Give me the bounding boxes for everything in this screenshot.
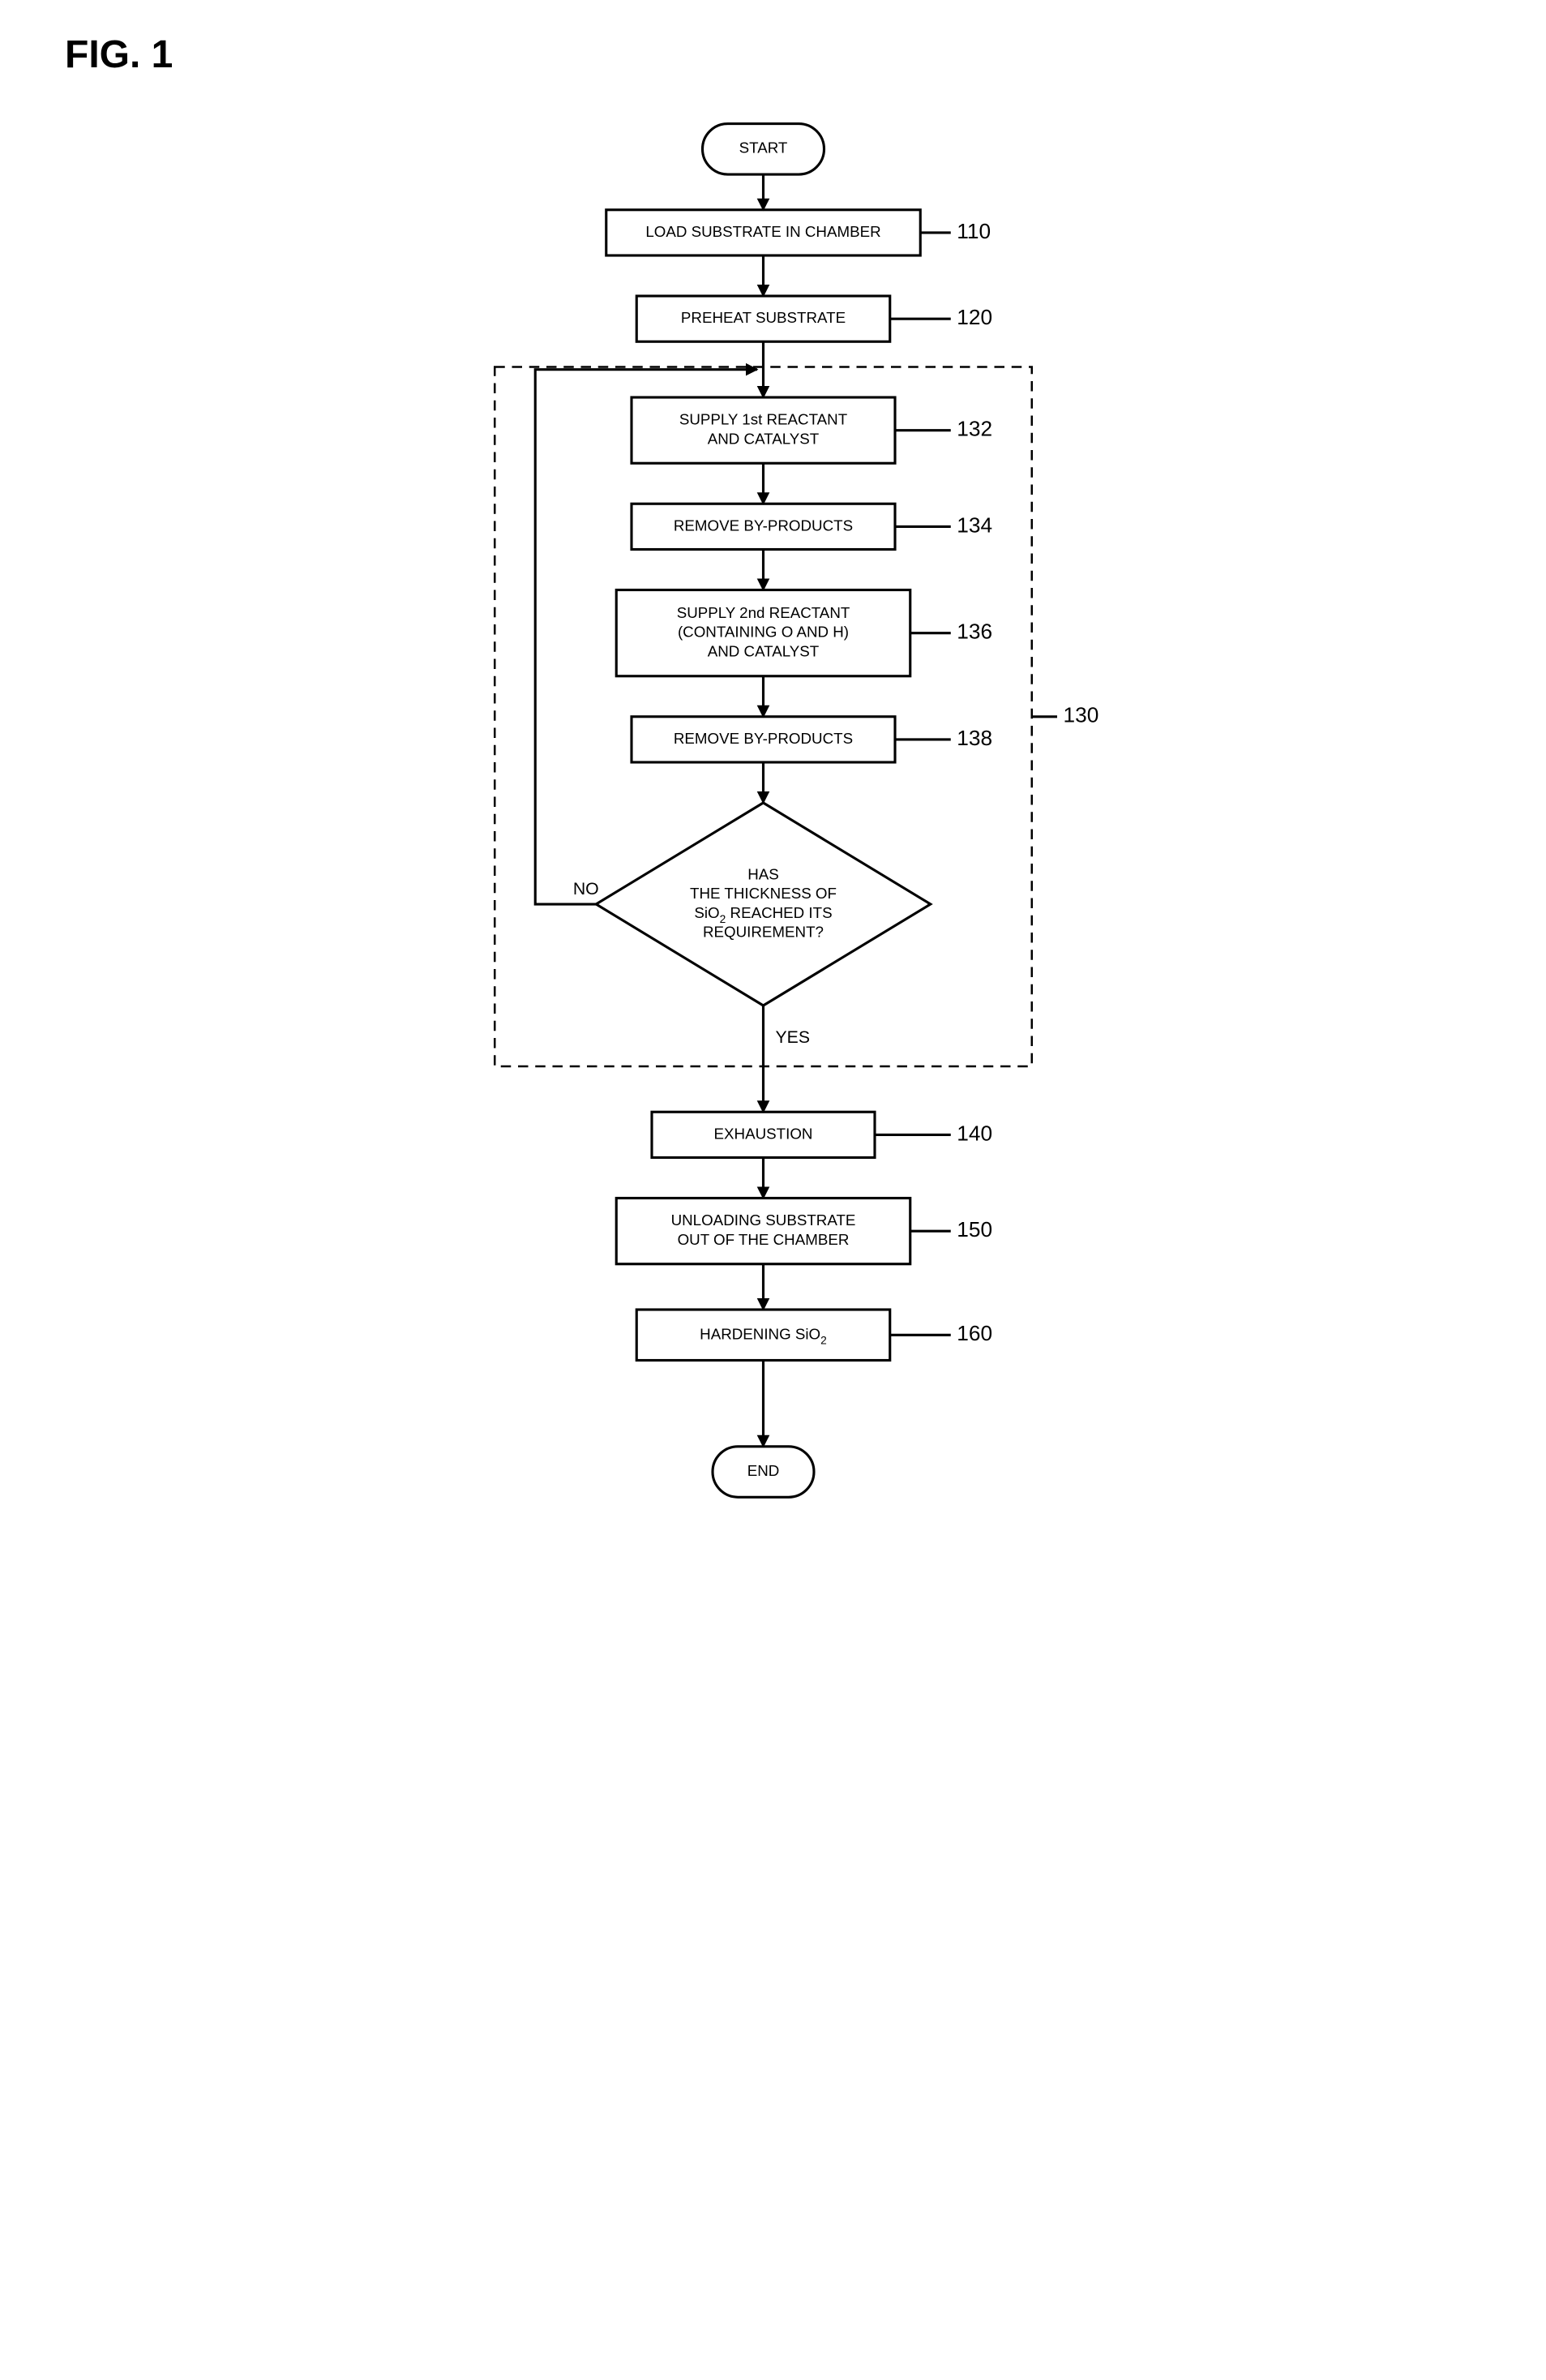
svg-text:REMOVE BY-PRODUCTS: REMOVE BY-PRODUCTS [673, 517, 852, 534]
svg-text:134: 134 [957, 512, 992, 537]
svg-text:AND CATALYST: AND CATALYST [707, 642, 819, 659]
svg-text:130: 130 [1063, 703, 1098, 727]
svg-text:NO: NO [572, 879, 598, 898]
flowchart-svg: START END LOAD SUBSTRATE IN CHAMBER 110 PREH… [368, 93, 1179, 1512]
svg-text:SUPPLY 1st REACTANT: SUPPLY 1st REACTANT [679, 411, 847, 428]
svg-text:150: 150 [957, 1217, 992, 1241]
svg-text:HAS: HAS [747, 865, 779, 882]
svg-text:EXHAUSTION: EXHAUSTION [713, 1125, 812, 1142]
svg-text:REQUIREMENT?: REQUIREMENT? [703, 924, 824, 941]
svg-text:THE THICKNESS OF: THE THICKNESS OF [690, 885, 837, 902]
svg-text:YES: YES [775, 1027, 810, 1047]
svg-text:LOAD SUBSTRATE IN CHAMBER: LOAD SUBSTRATE IN CHAMBER [645, 223, 880, 240]
svg-text:120: 120 [957, 305, 992, 329]
svg-text:SUPPLY 2nd REACTANT: SUPPLY 2nd REACTANT [676, 604, 850, 621]
svg-text:110: 110 [957, 219, 991, 243]
svg-text:136: 136 [957, 620, 992, 644]
figure-title: FIG. 1 [65, 32, 1514, 77]
svg-text:140: 140 [957, 1121, 992, 1145]
svg-text:138: 138 [957, 726, 992, 750]
svg-text:REMOVE BY-PRODUCTS: REMOVE BY-PRODUCTS [673, 730, 852, 747]
svg-text:END: END [747, 1462, 779, 1479]
svg-text:UNLOADING SUBSTRATE: UNLOADING SUBSTRATE [670, 1211, 855, 1229]
svg-text:OUT OF THE CHAMBER: OUT OF THE CHAMBER [677, 1231, 849, 1248]
svg-text:START: START [739, 139, 787, 157]
svg-text:132: 132 [957, 417, 992, 441]
svg-text:PREHEAT SUBSTRATE: PREHEAT SUBSTRATE [680, 309, 845, 326]
svg-text:160: 160 [957, 1321, 992, 1345]
svg-text:(CONTAINING O AND H): (CONTAINING O AND H) [677, 624, 848, 641]
svg-text:AND CATALYST: AND CATALYST [707, 430, 819, 447]
